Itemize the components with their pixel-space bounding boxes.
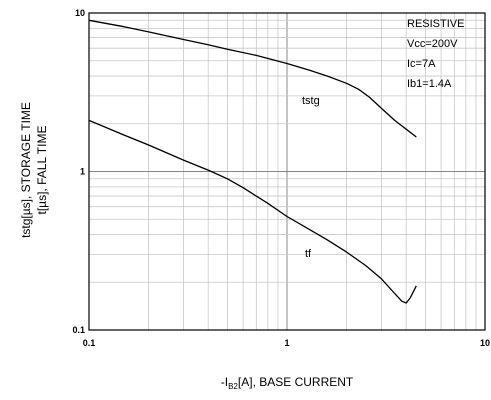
- x-tick-label: 0.1: [83, 338, 96, 348]
- y-axis-label-storage-time: tstg[µs], STORAGE TIME: [19, 102, 33, 238]
- series-line-tstg: [88, 19, 417, 138]
- curves: [88, 19, 417, 304]
- series-line-tf: [88, 119, 417, 304]
- condition-label: RESISTIVE: [407, 18, 464, 30]
- y-tick-label: 0.1: [72, 325, 85, 335]
- condition-label: Vcc=200V: [407, 38, 458, 50]
- grid: [89, 13, 485, 330]
- x-axis-label-subscript: B2: [228, 382, 238, 391]
- x-axis-label-suffix: [A], BASE CURRENT: [238, 375, 354, 389]
- series-label-tf: tf: [305, 248, 312, 260]
- x-axis-label: -IB2[A], BASE CURRENT: [221, 375, 354, 391]
- condition-label: Ib1=1.4A: [407, 78, 452, 90]
- y-tick-label: 10: [75, 8, 85, 18]
- y-axis-label-fall-time: t[µs], FALL TIME: [35, 126, 49, 215]
- x-axis-label-prefix: -I: [221, 375, 228, 389]
- x-tick-label: 1: [284, 338, 289, 348]
- plot-frame: [88, 12, 486, 331]
- condition-label: Ic=7A: [407, 58, 436, 70]
- y-tick-label: 1: [80, 167, 85, 177]
- series-label-tstg: tstg: [302, 95, 320, 107]
- x-tick-label: 10: [480, 338, 490, 348]
